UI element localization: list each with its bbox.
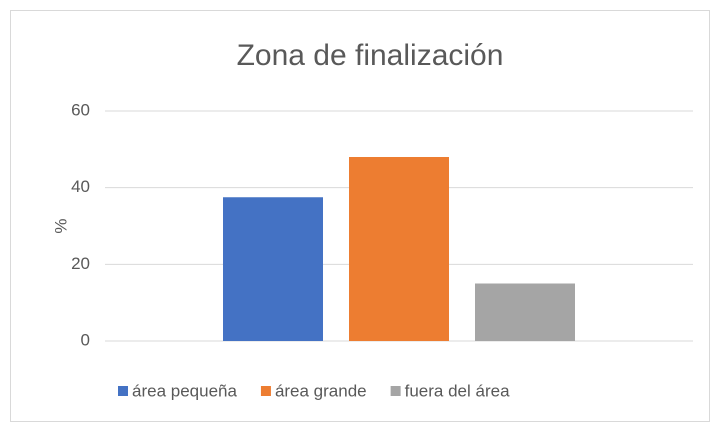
chart-title: Zona de finalización [237, 39, 504, 72]
legend-label: área grande [275, 381, 367, 400]
y-axis-label: % [51, 218, 70, 233]
legend-swatch [390, 386, 401, 396]
legend-label: fuera del área [405, 381, 510, 400]
y-tick-label: 40 [71, 177, 90, 196]
y-tick-label: 20 [71, 254, 90, 273]
legend-swatch [260, 386, 271, 396]
legend-swatch [118, 386, 128, 396]
bar [223, 197, 323, 341]
bar [349, 157, 449, 341]
bar [475, 283, 575, 341]
y-tick-label: 60 [71, 100, 90, 119]
legend-label: área pequeña [132, 381, 237, 400]
y-tick-label: 0 [81, 330, 90, 349]
